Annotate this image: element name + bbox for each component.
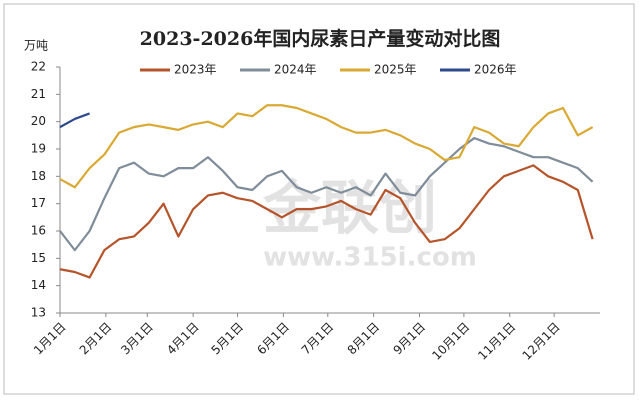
watermark: www.315i.com	[263, 243, 477, 273]
y-tick-label: 14	[31, 278, 46, 292]
y-tick-label: 18	[31, 169, 46, 183]
legend-label: 2026年	[474, 63, 517, 77]
x-tick-label: 1月1日	[31, 320, 69, 358]
series-line	[59, 104, 594, 189]
x-tick-label: 3月1日	[118, 320, 156, 358]
x-tick-label: 11月1日	[475, 320, 518, 363]
x-tick-label: 6月1日	[254, 320, 292, 358]
y-axis-label: 万吨	[24, 39, 48, 53]
x-tick-label: 8月1日	[345, 320, 383, 358]
legend-label: 2024年	[274, 63, 317, 77]
y-tick-label: 22	[31, 60, 46, 74]
x-tick-label: 7月1日	[299, 320, 337, 358]
series-line	[59, 136, 594, 252]
y-tick-label: 21	[31, 87, 46, 101]
watermark: 金联创	[263, 174, 437, 242]
legend-label: 2025年	[374, 63, 417, 77]
y-tick-label: 13	[31, 306, 46, 320]
y-tick-label: 17	[31, 196, 46, 210]
x-tick-label: 4月1日	[164, 320, 202, 358]
x-tick-label: 5月1日	[208, 320, 246, 358]
x-tick-label: 9月1日	[390, 320, 428, 358]
legend-label: 2023年	[174, 63, 217, 77]
x-tick-label: 10月1日	[429, 320, 472, 363]
chart-frame	[3, 3, 635, 395]
y-tick-label: 19	[31, 142, 46, 156]
y-tick-label: 16	[31, 224, 46, 238]
series-line	[59, 164, 594, 279]
y-tick-label: 20	[31, 114, 46, 128]
chart-title: 2023-2026年国内尿素日产量变动对比图	[140, 27, 501, 50]
y-tick-label: 15	[31, 251, 46, 265]
series-line	[59, 112, 90, 129]
x-tick-label: 2月1日	[77, 320, 115, 358]
x-tick-label: 12月1日	[520, 320, 563, 363]
